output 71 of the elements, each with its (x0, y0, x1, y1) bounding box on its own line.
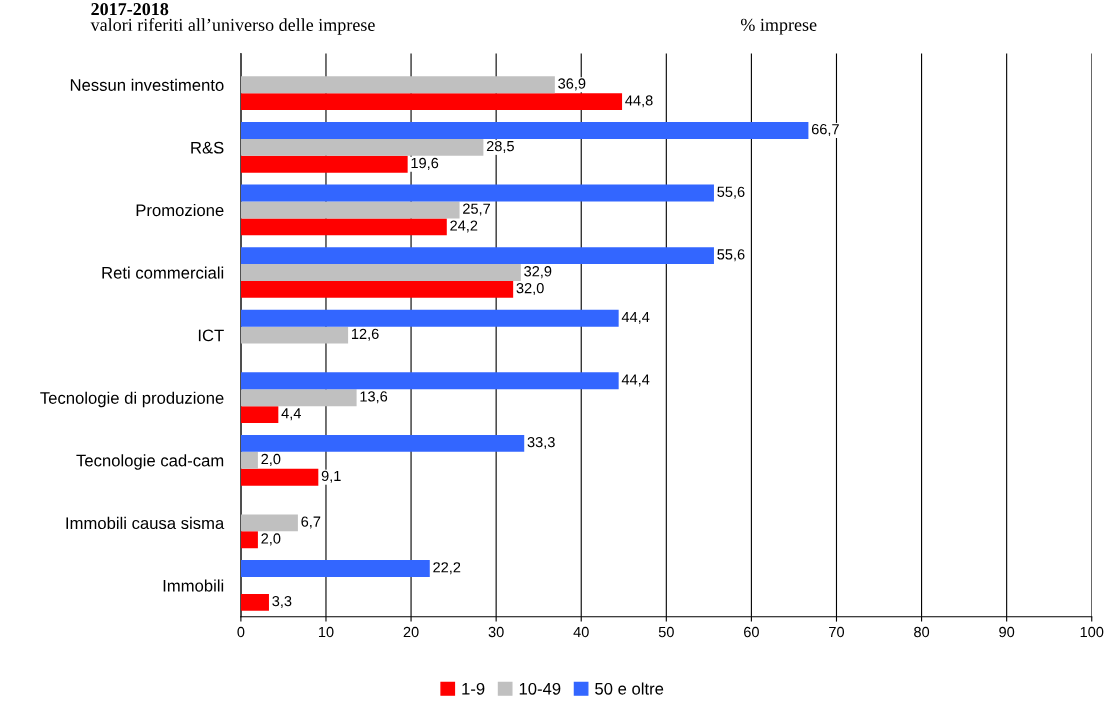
data-label: 25,7 (463, 203, 490, 216)
data-label: 33,3 (527, 436, 555, 450)
x-tick-label: 80 (914, 626, 930, 638)
x-tick-label: 90 (999, 626, 1015, 638)
data-label: 44,8 (625, 95, 653, 108)
data-label: 2,0 (261, 453, 281, 466)
x-tick-label: 10 (318, 626, 334, 638)
bar (240, 560, 430, 577)
bar (240, 531, 258, 549)
data-label: 32,9 (524, 266, 552, 279)
data-label: 22,2 (433, 562, 461, 575)
data-label: 55,6 (717, 186, 745, 199)
data-label: 12,6 (351, 328, 379, 341)
data-label: 6,7 (301, 516, 321, 529)
bar (240, 434, 525, 452)
y-tick-label: Tecnologie cad-cam (76, 454, 224, 470)
y-tick-label: Immobili causa sisma (66, 516, 225, 530)
bar (240, 309, 619, 327)
x-tick-label: 0 (237, 626, 245, 638)
data-label: 9,1 (321, 470, 341, 483)
y-tick-label: Tecnologie di produzione (40, 391, 224, 408)
x-tick-label: 40 (573, 626, 589, 638)
bar (240, 93, 623, 111)
bar (240, 122, 809, 139)
x-tick-label: 50 (658, 626, 674, 638)
data-label: 32,0 (516, 283, 544, 296)
data-label: 66,7 (811, 124, 839, 137)
data-label: 13,6 (360, 391, 388, 404)
data-label: 19,6 (411, 157, 439, 170)
x-tick-label: 100 (1080, 626, 1104, 638)
y-tick-label: Reti commerciali (102, 266, 224, 279)
data-label: 55,6 (717, 249, 745, 262)
bar (240, 247, 714, 265)
x-tick-label: 30 (488, 626, 504, 638)
bar (240, 326, 349, 344)
bar (240, 138, 484, 156)
data-label: 36,9 (558, 78, 586, 91)
bar (240, 184, 714, 202)
bar (240, 218, 447, 236)
data-label: 3,3 (272, 595, 292, 608)
data-label: 28,5 (486, 140, 514, 153)
x-tick-label: 70 (829, 626, 845, 638)
legend-label: 50 e oltre (595, 682, 664, 695)
bar (240, 201, 460, 219)
bar (240, 389, 357, 407)
bar (240, 280, 514, 298)
bar (240, 593, 269, 611)
bar (240, 372, 619, 390)
data-label: 2,0 (261, 533, 281, 546)
bar (240, 406, 279, 424)
bar (240, 264, 521, 281)
y-tick-label: Nessun investimento (70, 78, 224, 91)
chart-subtitle: valori riferiti all’universo delle imprese (90, 18, 375, 35)
text: % imprese (740, 18, 817, 35)
bar (240, 514, 298, 532)
legend-label: 10-49 (519, 682, 561, 695)
data-label: 24,2 (450, 220, 478, 233)
chart-title: 2017-2018 (91, 3, 169, 16)
bar (240, 76, 555, 94)
x-tick-label: 20 (403, 626, 419, 638)
data-label: 4,4 (281, 408, 301, 421)
data-label: 44,4 (621, 374, 650, 387)
bar (240, 468, 319, 486)
data-label: 44,4 (621, 311, 650, 324)
y-tick-label: R&S (191, 141, 224, 154)
legend-label: 1-9 (462, 682, 485, 695)
y-tick-label: Promozione (136, 203, 224, 217)
bar (240, 451, 258, 469)
y-tick-label: Immobili (163, 579, 224, 592)
y-tick-label: ICT (198, 329, 224, 342)
x-tick-label: 60 (744, 626, 759, 638)
